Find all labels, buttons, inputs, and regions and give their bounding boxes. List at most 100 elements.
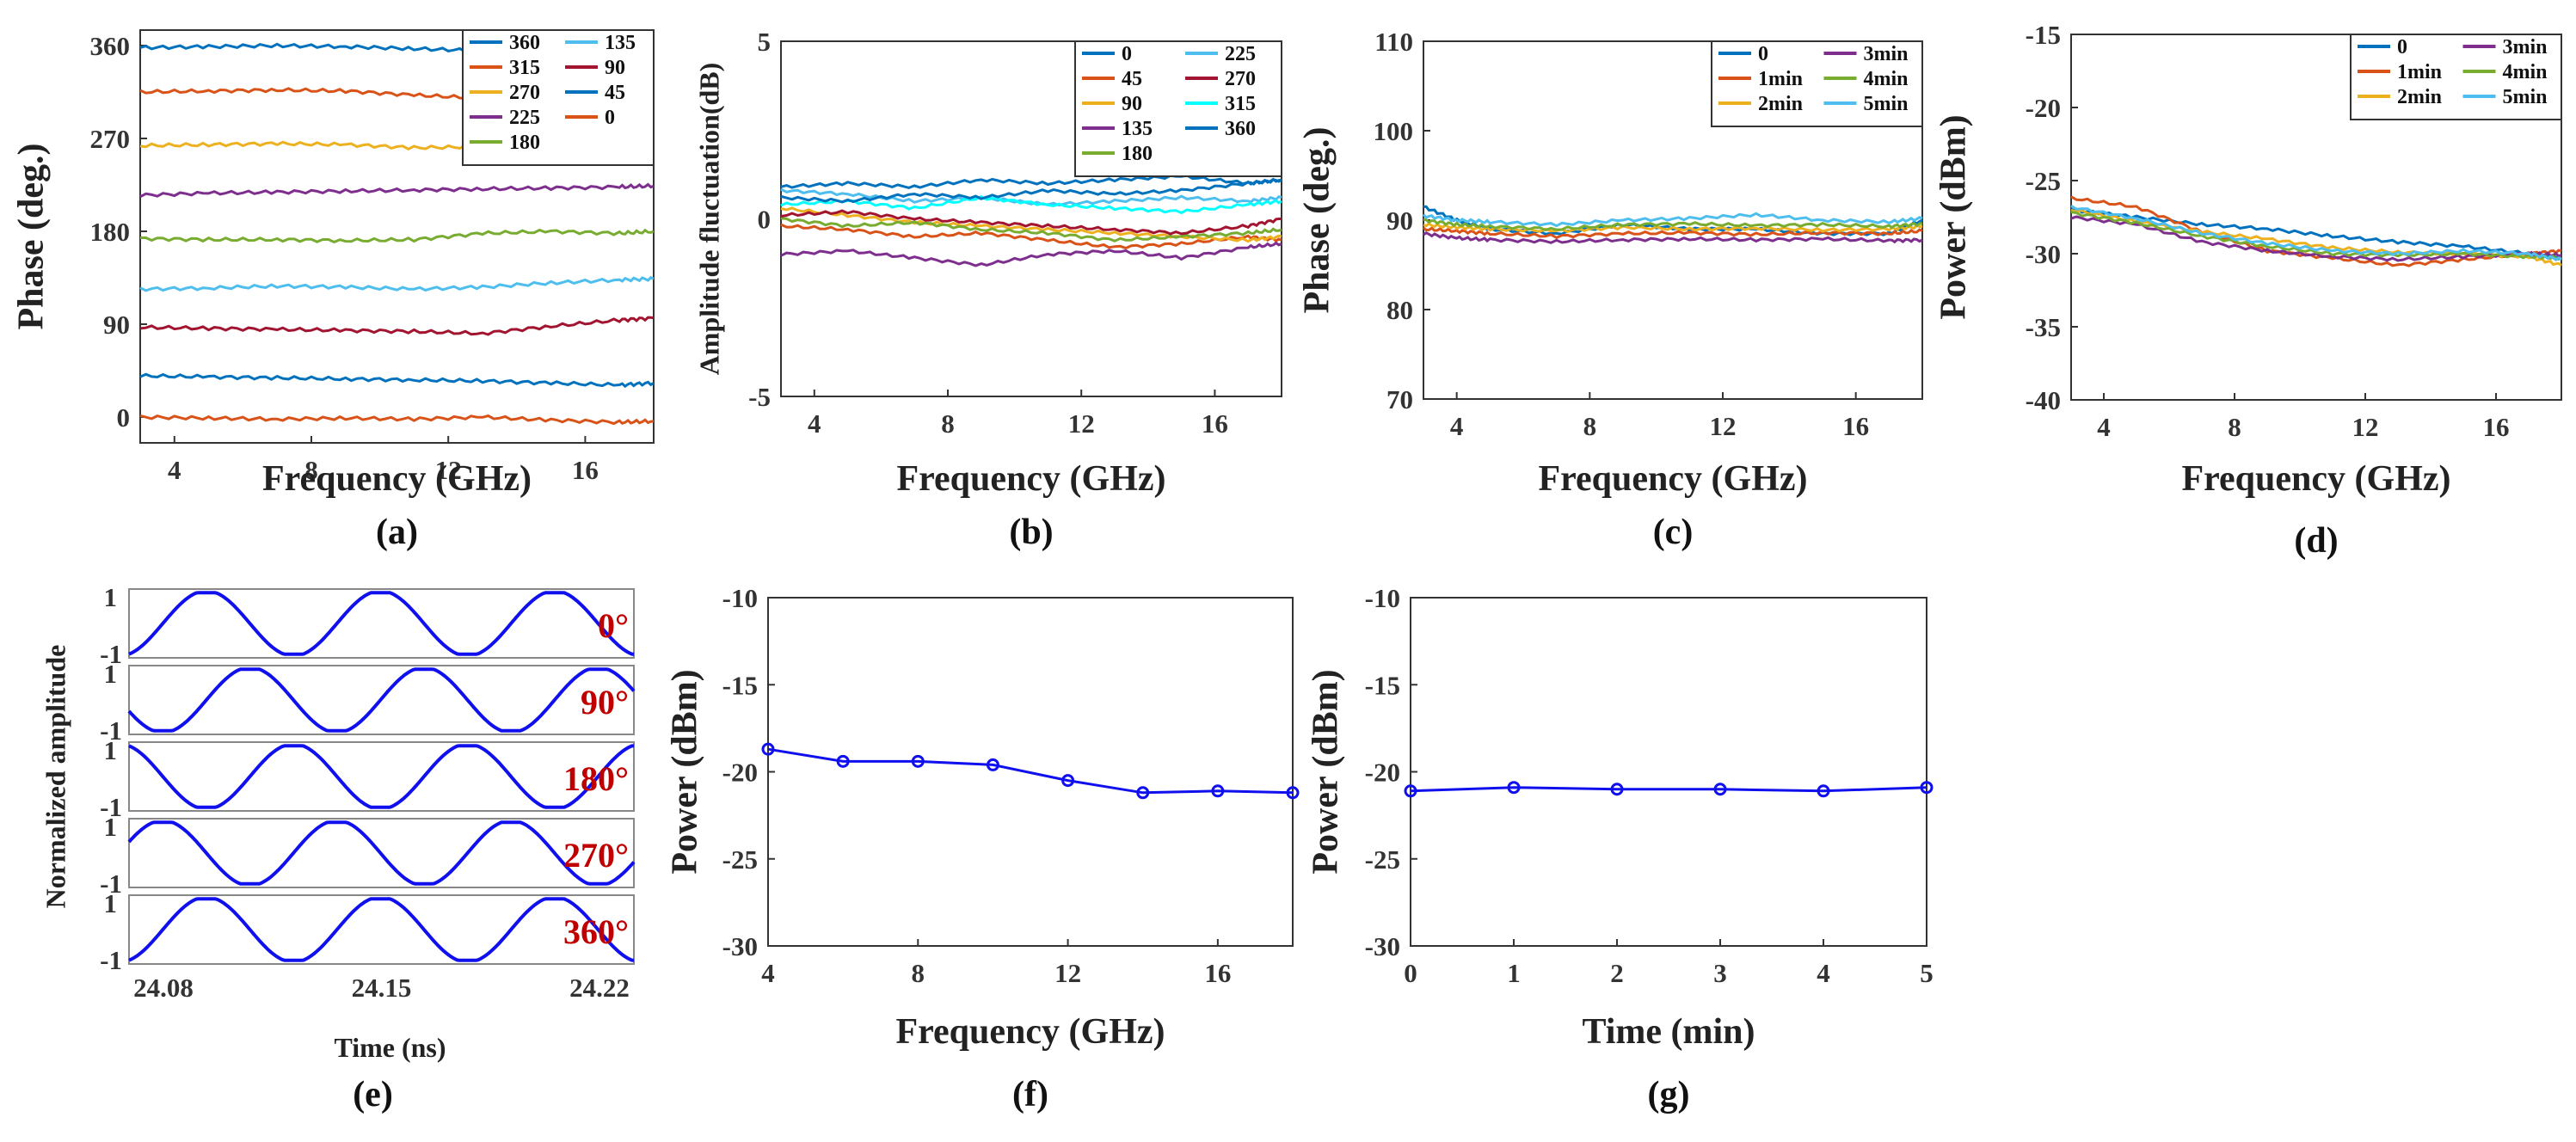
y-tick-label: -30 [722,931,758,961]
y-axis-label: Power (dBm) [666,669,705,874]
phase-label: 270° [563,836,629,875]
y-tick-label: -1 [100,869,122,899]
panel-label: (c) [1653,513,1694,552]
x-tick-label: 4 [1817,958,1830,988]
series-line-4min [1423,218,1923,232]
waveform [128,897,635,962]
phase-label: 360° [563,912,629,951]
panel-label: (f) [1012,1075,1048,1114]
y-tick-label: 1 [104,735,118,765]
y-tick-label: 180 [90,217,131,247]
legend-entry: 225 [1225,43,1256,65]
x-tick-label: 5 [1920,958,1934,988]
y-tick-label: 0 [117,402,131,433]
series-line-45 [139,372,655,389]
legend-entry: 360 [509,32,540,54]
series-line-225 [139,182,655,199]
legend-entry: 45 [605,82,625,104]
x-tick-label: 0 [1404,958,1417,988]
data-point [1713,783,1727,796]
panel-label: (e) [353,1075,393,1114]
waveform [127,820,636,886]
legend-entry: 0 [1122,43,1132,65]
y-tick-label: -20 [2026,93,2061,123]
panel-label: (a) [376,513,418,552]
x-tick-label: 12 [1068,408,1095,439]
legend-entry: 135 [1122,118,1153,140]
waveform [127,667,636,733]
x-tick-label: 2 [1610,958,1624,988]
data-point [1404,784,1417,798]
x-tick-label: 16 [1204,958,1231,988]
x-tick-label: 12 [1054,958,1081,988]
legend-entry: 4min [1864,68,1909,90]
y-tick-label: -1 [100,792,122,822]
y-tick-label: -1 [100,639,122,669]
legend-entry: 270 [1225,68,1256,90]
series-line-270 [780,209,1282,236]
x-axis-label: Frequency (GHz) [1539,459,1808,499]
y-axis-label: Amplitude fluctuation(dB) [693,63,724,376]
legend-box [2350,34,2562,120]
subplot-4: 1 -1 360° [100,888,635,975]
legend-entry: 0 [2397,36,2407,58]
x-tick-label: 1 [1507,958,1521,988]
y-axis-label: Power (dBm) [1306,669,1346,874]
plot-frame [2070,34,2562,401]
legend-entry: 180 [509,132,540,154]
y-tick-label: -30 [1365,931,1400,961]
x-tick-label: 4 [808,408,821,439]
series-line-power [767,747,1294,795]
data-point [1610,783,1624,796]
y-axis-label: Phase (deg.) [12,144,52,330]
y-tick-label: 1 [104,888,118,918]
legend-entry: 45 [1122,68,1142,90]
x-tick-label: 24.08 [133,973,194,1003]
panel-label: (g) [1648,1075,1690,1114]
series-line-1min [1422,226,1923,240]
x-tick-label: 16 [2483,412,2510,442]
series-line-5min [1422,212,1923,228]
y-tick-label: -30 [2026,239,2061,269]
data-point [836,754,850,768]
panel-label: (d) [2294,521,2338,561]
y-tick-label: -1 [100,715,122,746]
series-line-0 [139,414,655,426]
legend-entry: 4min [2503,61,2548,83]
subplot-frame [128,588,635,659]
waveform [128,591,635,656]
y-tick-label: 1 [104,659,118,689]
data-point [1286,786,1300,800]
y-tick-label: 90 [103,310,130,340]
data-point [1920,781,1934,795]
panel-g: 0 1 2 3 4 5 -30 -25 -20 -15 -10 Time (min) Power (dB… [1306,583,1934,1114]
legend-entry: 360 [1225,118,1256,140]
x-tick-label: 16 [1202,408,1228,439]
x-tick-label: 8 [304,455,318,485]
y-tick-label: -15 [2026,20,2061,50]
series-line-135 [780,241,1282,267]
x-axis-label: Frequency (GHz) [2182,459,2451,499]
legend-entry: 270 [509,82,540,104]
y-tick-label: 80 [1386,295,1413,325]
y-tick-label: 5 [758,27,772,57]
y-tick-label: 110 [1374,27,1413,57]
panel-c: 4 8 12 16 70 80 90 100 110 Frequency (GHz) Phase (… [1298,27,1923,552]
y-tick-label: -20 [722,758,758,788]
subplot-frame [128,894,635,965]
legend-entry: 135 [605,32,636,54]
y-axis-label: Power (dBm) [1934,114,1974,319]
series-line-180 [140,228,655,244]
series-line-315 [780,194,1282,215]
y-tick-label: -15 [722,670,758,700]
x-axis-label: Frequency (GHz) [896,1012,1165,1052]
y-tick-label: 1 [104,582,118,612]
legend-entry: 0 [605,107,615,129]
data-point [761,742,775,756]
series-line-3min [1423,230,1923,244]
x-tick-label: 24.15 [352,973,412,1003]
data-point [1061,774,1075,788]
panel-d: 4 8 12 16 -40 -35 -30 -25 -20 -15 Frequency (GHz) P… [1934,20,2562,561]
